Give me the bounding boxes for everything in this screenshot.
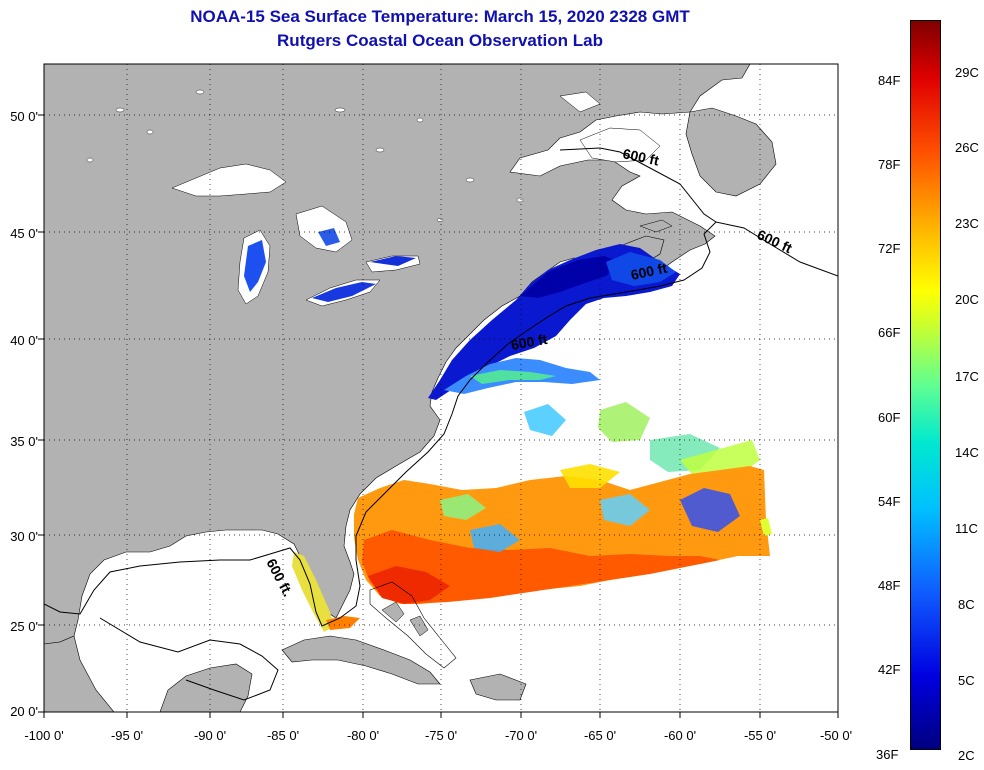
depth-label: 600 ft	[510, 331, 549, 353]
colorbar-f-label: 60F	[878, 410, 901, 425]
sst-cold-shelf	[428, 244, 680, 400]
colorbar-gradient	[911, 21, 940, 749]
sst-florida-keys	[326, 616, 360, 630]
north-america-land	[44, 64, 751, 645]
colorbar-f-label: 36F	[876, 747, 899, 762]
colorbar-c-label: 5C	[958, 673, 975, 688]
mexico-land	[44, 635, 115, 712]
sst-cold-deep	[520, 256, 620, 298]
lat-tick-label: 40 0'	[10, 333, 38, 348]
colorbar-f-label: 66F	[878, 325, 901, 340]
colorbar-c-label: 17C	[955, 369, 979, 384]
colorbar-f-label: 42F	[878, 662, 901, 677]
sst-midocean-patch	[524, 404, 566, 436]
lon-tick-label: -95 0'	[111, 728, 143, 743]
lat-tick-label: 25 0'	[10, 619, 38, 634]
bahamas-land	[409, 615, 429, 637]
colorbar-f-label: 48F	[878, 578, 901, 593]
temperature-colorbar	[910, 20, 941, 750]
colorbar-c-label: 8C	[958, 597, 975, 612]
bahamas-bank-outline	[369, 581, 457, 669]
colorbar-c-label: 11C	[955, 521, 978, 536]
lon-tick-label: -70 0'	[505, 728, 537, 743]
sst-far-east-patch	[760, 518, 772, 536]
lake-superior	[171, 163, 287, 197]
depth-contour-600ft-gulf	[99, 617, 279, 701]
lat-tick-label: 50 0'	[10, 109, 38, 124]
latitude-axis: 50 0' 45 0' 40 0' 35 0' 30 0' 25 0' 20 0…	[10, 109, 38, 719]
lon-tick-label: -100 0'	[24, 728, 63, 743]
lake-huron-sst	[318, 228, 340, 246]
graticule	[44, 64, 838, 712]
lake-michigan-sst	[244, 240, 266, 292]
sst-florida-west	[292, 552, 334, 632]
lat-tick-label: 45 0'	[10, 226, 38, 241]
cuba-land	[281, 635, 441, 685]
lon-tick-label: -85 0'	[267, 728, 299, 743]
colorbar-c-label: 23C	[955, 216, 979, 231]
pei-land	[639, 219, 673, 233]
lake-ontario-sst	[370, 256, 416, 266]
sst-cool-eddy	[440, 494, 486, 520]
sst-warm-core	[362, 530, 720, 604]
colorbar-f-label: 72F	[878, 241, 901, 256]
colorbar-c-label: 2C	[958, 748, 975, 763]
colorbar-f-label: 84F	[878, 73, 901, 88]
lon-tick-label: -80 0'	[347, 728, 379, 743]
lon-tick-label: -55 0'	[744, 728, 776, 743]
sst-midocean-patch	[598, 402, 650, 442]
lon-tick-label: -65 0'	[584, 728, 616, 743]
lon-tick-label: -60 0'	[664, 728, 696, 743]
axis-ticks	[38, 114, 839, 718]
lon-tick-label: -90 0'	[194, 728, 226, 743]
sst-cool-eddy	[600, 494, 650, 526]
sst-cool-eddy	[470, 524, 520, 552]
sst-cool-eddy	[680, 488, 740, 532]
lon-tick-label: -50 0'	[820, 728, 852, 743]
map-title: NOAA-15 Sea Surface Temperature: March 1…	[190, 7, 690, 26]
yucatan-land	[159, 663, 253, 712]
colorbar-c-label: 20C	[955, 292, 979, 307]
minor-lakes	[86, 89, 524, 222]
sst-hot-core	[368, 566, 450, 604]
depth-labels: 600 ft 600 ft 600 ft 600 ft 600 ft.	[263, 145, 795, 599]
map-subtitle: Rutgers Coastal Ocean Observation Lab	[277, 31, 603, 50]
lon-tick-label: -75 0'	[425, 728, 457, 743]
colorbar-c-label: 14C	[955, 445, 979, 460]
lat-tick-label: 30 0'	[10, 529, 38, 544]
lat-tick-label: 20 0'	[10, 704, 38, 719]
colorbar-c-label: 29C	[955, 65, 979, 80]
colorbar-c-label: 26C	[955, 140, 979, 155]
depth-label: 600 ft	[629, 260, 668, 283]
lat-tick-label: 35 0'	[10, 434, 38, 449]
bahamas-land	[381, 601, 405, 623]
depth-contour-600ft-north	[559, 147, 717, 223]
colorbar-f-label: 54F	[878, 494, 901, 509]
depth-contour-600ft	[44, 221, 838, 627]
sst-yellow-patch	[560, 464, 620, 488]
st-lawrence-gulf	[579, 127, 661, 163]
colorbar-f-label: 78F	[878, 157, 901, 172]
hispaniola-land	[469, 673, 527, 701]
longitude-axis: -100 0' -95 0' -90 0' -85 0' -80 0' -75 …	[24, 728, 852, 743]
lake-erie-sst	[312, 282, 376, 302]
sst-gulf-of-maine	[606, 252, 676, 286]
sst-front-warm	[470, 370, 556, 384]
depth-label: 600 ft	[621, 145, 660, 168]
